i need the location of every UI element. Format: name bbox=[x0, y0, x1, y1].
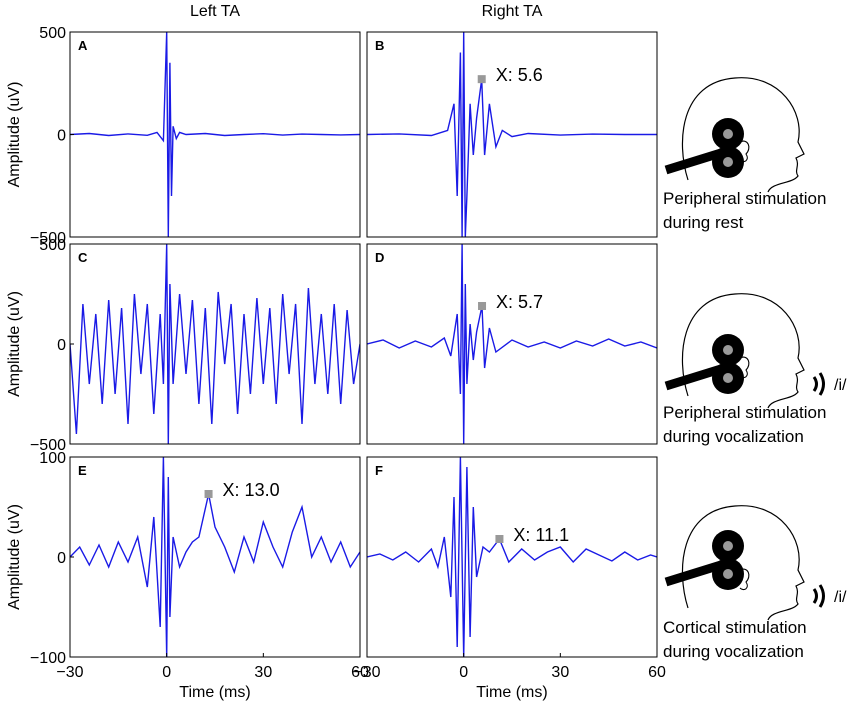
coil-center-icon bbox=[723, 541, 733, 551]
y-tick-label: 500 bbox=[39, 237, 66, 254]
coil-center-icon bbox=[723, 129, 733, 139]
y-axis-label: Amplitude (uV) bbox=[6, 82, 23, 188]
emg-trace bbox=[70, 32, 360, 237]
sound-wave-icon bbox=[812, 376, 818, 392]
emg-trace bbox=[70, 244, 360, 444]
condition-3: /i/Cortical stimulation during vocalizati… bbox=[663, 505, 847, 661]
panel-letter: F bbox=[375, 463, 383, 478]
plot-frame bbox=[366, 456, 658, 658]
condition-2: /i/Peripheral stimulation during vocaliza… bbox=[663, 293, 847, 446]
emg-trace bbox=[367, 457, 657, 657]
head-outline bbox=[681, 293, 805, 409]
emg-trace bbox=[70, 457, 360, 657]
condition-1: Peripheral stimulation during rest bbox=[663, 77, 826, 232]
x-tick-label: 0 bbox=[459, 664, 468, 681]
panel-d: D X: 5.7 bbox=[366, 243, 658, 445]
column-header-right: Right TA bbox=[482, 3, 543, 20]
x-tick-label: −30 bbox=[56, 664, 83, 681]
x-tick-label: −30 bbox=[353, 664, 380, 681]
datatip-label: X: 13.0 bbox=[223, 480, 280, 500]
y-tick-label: 500 bbox=[39, 25, 66, 42]
datatip-label: X: 11.1 bbox=[513, 525, 569, 545]
head-outline bbox=[681, 77, 805, 193]
coil-center-icon bbox=[723, 569, 733, 579]
panel-f: F −30 0 30 60 Time (ms) X: 11.1 bbox=[353, 456, 666, 701]
condition-caption-line1: Cortical stimulation bbox=[663, 618, 807, 637]
panel-letter: D bbox=[375, 250, 384, 265]
y-tick-label: 100 bbox=[39, 450, 66, 467]
head-outline bbox=[681, 505, 805, 621]
plot-frame bbox=[366, 31, 658, 238]
y-tick-label: 0 bbox=[57, 550, 66, 567]
x-axis-label: Time (ms) bbox=[476, 684, 547, 701]
coil-center-icon bbox=[723, 373, 733, 383]
vowel-label: /i/ bbox=[834, 377, 847, 394]
datatip-label: X: 5.7 bbox=[496, 292, 543, 312]
condition-caption-line2: during vocalization bbox=[663, 642, 804, 661]
panel-a: A 500 0 −500 Amplitude (uV) bbox=[6, 25, 361, 247]
vowel-label: /i/ bbox=[834, 589, 847, 606]
column-headers: Left TA Right TA bbox=[190, 3, 543, 20]
x-tick-label: 0 bbox=[162, 664, 171, 681]
panel-c: C 500 0 −500 Amplitude (uV) bbox=[6, 237, 361, 454]
x-tick-label: 60 bbox=[648, 664, 666, 681]
condition-caption-line1: Peripheral stimulation bbox=[663, 189, 826, 208]
emg-trace bbox=[367, 244, 657, 444]
condition-caption-line1: Peripheral stimulation bbox=[663, 403, 826, 422]
datatip-marker bbox=[477, 75, 486, 84]
ear-outline bbox=[739, 568, 750, 591]
panel-letter: B bbox=[375, 38, 384, 53]
panel-letter: A bbox=[78, 38, 88, 53]
y-axis-label: Amplitude (uV) bbox=[6, 291, 23, 397]
plot-frame bbox=[69, 456, 361, 658]
panel-letter: E bbox=[78, 463, 87, 478]
panel-e: E 100 0 −100−30 0 30 60 Amplitude (uV) Time (ms)… bbox=[6, 450, 369, 701]
emg-trace bbox=[367, 32, 657, 237]
datatip-label: X: 5.6 bbox=[496, 65, 543, 85]
y-tick-label: −500 bbox=[30, 437, 66, 454]
y-tick-label: −500 bbox=[30, 230, 66, 247]
datatip-marker bbox=[204, 490, 213, 498]
panel-b: B X: 5.6 bbox=[366, 31, 658, 238]
x-tick-label: 30 bbox=[254, 664, 272, 681]
condition-illustrations: Peripheral stimulation during rest/i/Peri… bbox=[663, 77, 847, 661]
coil-center-icon bbox=[723, 345, 733, 355]
column-header-left: Left TA bbox=[190, 3, 240, 20]
panel-letter: C bbox=[78, 250, 88, 265]
condition-caption-line2: during vocalization bbox=[663, 427, 804, 446]
y-tick-label: 0 bbox=[57, 128, 66, 145]
x-axis-label: Time (ms) bbox=[179, 684, 250, 701]
datatip-marker bbox=[478, 302, 487, 310]
condition-caption-line2: during rest bbox=[663, 213, 744, 232]
sound-wave-icon bbox=[818, 584, 825, 608]
sound-wave-icon bbox=[812, 588, 818, 604]
datatip-marker bbox=[495, 535, 504, 543]
y-axis-label: Amplitude (uV) bbox=[6, 504, 23, 610]
x-tick-label: 60 bbox=[351, 664, 369, 681]
y-tick-label: 0 bbox=[57, 337, 66, 354]
plot-frame bbox=[366, 243, 658, 445]
x-tick-label: 30 bbox=[551, 664, 569, 681]
coil-center-icon bbox=[723, 157, 733, 167]
sound-wave-icon bbox=[818, 372, 825, 396]
y-tick-label: −100 bbox=[30, 650, 66, 667]
